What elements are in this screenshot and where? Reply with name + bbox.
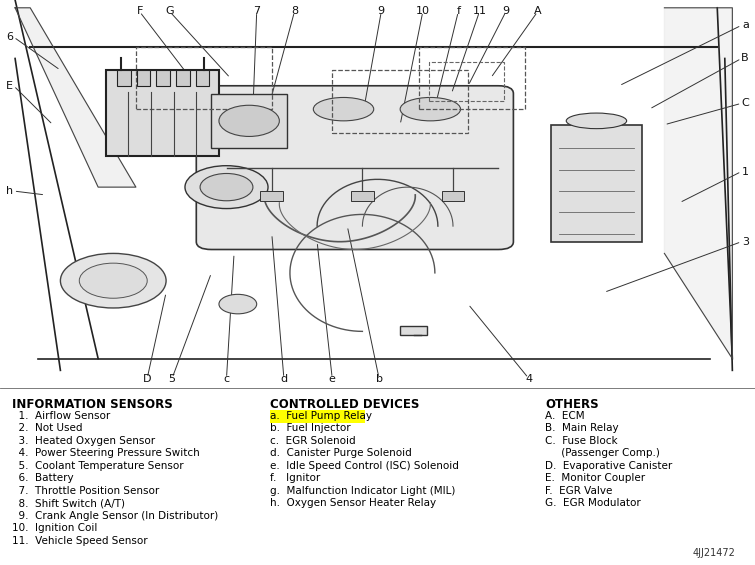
Ellipse shape [566, 113, 627, 129]
Circle shape [219, 105, 279, 137]
Bar [260, 191, 283, 201]
Circle shape [185, 166, 268, 208]
Text: G: G [165, 6, 174, 16]
Text: F.  EGR Valve: F. EGR Valve [545, 486, 612, 496]
Text: 5: 5 [168, 374, 176, 384]
FancyBboxPatch shape [196, 86, 513, 250]
Text: 9: 9 [502, 6, 510, 16]
Circle shape [79, 263, 147, 298]
Text: h: h [6, 186, 13, 196]
Bar [106, 70, 219, 156]
Text: E: E [6, 81, 13, 91]
Text: f: f [456, 6, 461, 16]
Text: CONTROLLED DEVICES: CONTROLLED DEVICES [270, 398, 419, 411]
Polygon shape [664, 8, 732, 359]
Ellipse shape [400, 98, 461, 121]
Bar [442, 191, 464, 201]
Text: e.  Idle Speed Control (ISC) Solenoid: e. Idle Speed Control (ISC) Solenoid [270, 461, 459, 471]
Text: (Passenger Comp.): (Passenger Comp.) [545, 449, 660, 458]
Text: 2.  Not Used: 2. Not Used [12, 423, 82, 433]
Bar [176, 70, 190, 86]
Text: 8.  Shift Switch (A/T): 8. Shift Switch (A/T) [12, 498, 125, 508]
Bar [117, 70, 131, 86]
Text: d: d [280, 374, 288, 384]
Text: 1.  Airflow Sensor: 1. Airflow Sensor [12, 411, 110, 421]
Text: D: D [143, 374, 152, 384]
Text: 6.  Battery: 6. Battery [12, 473, 74, 484]
Text: D.  Evaporative Canister: D. Evaporative Canister [545, 461, 672, 471]
Bar [419, 47, 525, 109]
Text: e: e [328, 374, 336, 384]
Text: 10.  Ignition Coil: 10. Ignition Coil [12, 523, 97, 533]
Text: 10: 10 [416, 6, 430, 16]
Text: INFORMATION SENSORS: INFORMATION SENSORS [12, 398, 173, 411]
Text: h.  Oxygen Sensor Heater Relay: h. Oxygen Sensor Heater Relay [270, 498, 436, 508]
Text: 4JJ21472: 4JJ21472 [692, 548, 735, 558]
Text: 11.  Vehicle Speed Sensor: 11. Vehicle Speed Sensor [12, 536, 148, 546]
Text: c: c [223, 374, 230, 384]
Text: d.  Canister Purge Solenoid: d. Canister Purge Solenoid [270, 449, 411, 458]
Bar [400, 325, 427, 335]
Text: g.  Malfunction Indicator Light (MIL): g. Malfunction Indicator Light (MIL) [270, 486, 455, 496]
Text: f.   Ignitor: f. Ignitor [270, 473, 320, 484]
Bar [551, 125, 642, 242]
Text: C.  Fuse Block: C. Fuse Block [545, 436, 618, 446]
Text: B.  Main Relay: B. Main Relay [545, 423, 618, 433]
Text: B: B [741, 54, 749, 63]
Text: C: C [741, 98, 749, 108]
Bar [196, 70, 209, 86]
Bar [137, 70, 150, 86]
Text: c.  EGR Solenoid: c. EGR Solenoid [270, 436, 356, 446]
Text: 7: 7 [253, 6, 260, 16]
Text: 7.  Throttle Position Sensor: 7. Throttle Position Sensor [12, 486, 159, 496]
Text: 6: 6 [6, 32, 13, 42]
Text: 4.  Power Steering Pressure Switch: 4. Power Steering Pressure Switch [12, 449, 200, 458]
Text: A: A [534, 6, 541, 16]
Text: 11: 11 [473, 6, 486, 16]
Text: 1: 1 [742, 167, 749, 176]
Text: E.  Monitor Coupler: E. Monitor Coupler [545, 473, 645, 484]
Bar [156, 70, 170, 86]
Text: 8: 8 [291, 6, 298, 16]
Text: 4: 4 [525, 374, 532, 384]
Text: 9: 9 [378, 6, 385, 16]
Text: a: a [742, 20, 749, 31]
Bar [136, 47, 272, 109]
Bar [270, 410, 365, 423]
Ellipse shape [226, 98, 287, 121]
Text: OTHERS: OTHERS [545, 398, 599, 411]
Bar [332, 70, 468, 133]
Circle shape [60, 253, 166, 308]
Text: b: b [375, 374, 383, 384]
Text: 3: 3 [742, 237, 749, 247]
Bar [351, 191, 374, 201]
Text: 5.  Coolant Temperature Sensor: 5. Coolant Temperature Sensor [12, 461, 183, 471]
Text: a.  Fuel Pump Relay: a. Fuel Pump Relay [270, 411, 372, 421]
Text: F: F [137, 6, 143, 16]
Circle shape [200, 173, 253, 201]
Bar [429, 62, 504, 101]
Bar [211, 94, 287, 148]
Ellipse shape [313, 98, 374, 121]
Text: A.  ECM: A. ECM [545, 411, 584, 421]
Text: 9.  Crank Angle Sensor (In Distributor): 9. Crank Angle Sensor (In Distributor) [12, 511, 218, 521]
Text: b.  Fuel Injector: b. Fuel Injector [270, 423, 350, 433]
Text: G.  EGR Modulator: G. EGR Modulator [545, 498, 641, 508]
Polygon shape [15, 8, 136, 187]
Text: 3.  Heated Oxygen Sensor: 3. Heated Oxygen Sensor [12, 436, 155, 446]
Circle shape [219, 294, 257, 314]
